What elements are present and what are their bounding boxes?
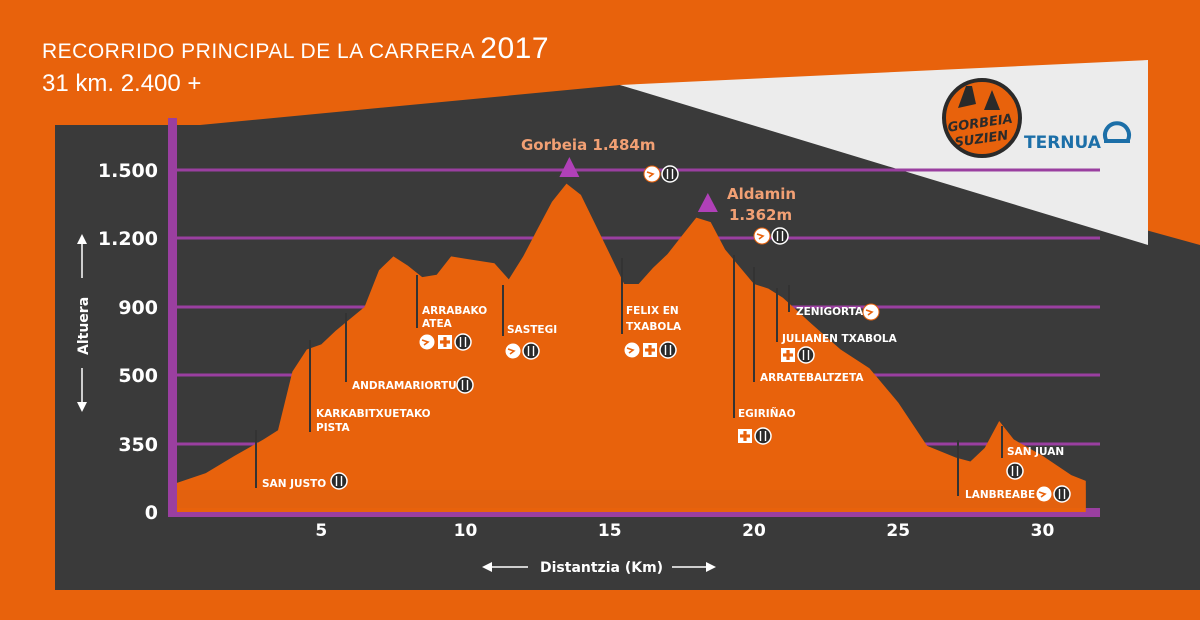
waypoint: FELIX EN TXABOLA — [621, 258, 682, 359]
first-aid-icon — [781, 348, 795, 362]
arrow-down-head-icon — [77, 402, 87, 412]
fork-knife-icon — [1053, 485, 1071, 503]
waypoint-label: SAN JUAN — [1007, 446, 1064, 458]
waypoint-label: EGIRIÑAO — [738, 407, 796, 420]
clock-icon — [1035, 485, 1053, 503]
y-tick-label: 0 — [145, 502, 158, 524]
y-axis-line — [168, 118, 177, 516]
waypoint: KARKABITXUETAKO PISTA — [309, 340, 431, 434]
waypoint-label: LANBREABE — [965, 489, 1035, 501]
fork-knife-icon — [454, 333, 472, 351]
x-tick-label: 25 — [886, 521, 910, 541]
tower-icon — [984, 90, 1000, 110]
waypoint: ANDRAMARIORTU — [345, 313, 474, 394]
y-tick-labels: 0 350 500 900 1.200 1.500 — [98, 160, 158, 524]
waypoint: LANBREABE — [957, 440, 1071, 503]
x-axis-title: Distantzia (Km) — [540, 560, 663, 576]
peak-label-line2: 1.362m — [729, 206, 792, 224]
fork-knife-icon — [456, 376, 474, 394]
peak-label: Gorbeia 1.484m — [521, 136, 656, 154]
fork-knife-icon — [797, 346, 815, 364]
peaks: Gorbeia 1.484m Aldamin 1.362m — [521, 136, 796, 245]
waypoint-label: ARRATEBALTZETA — [760, 372, 864, 384]
clock-icon — [504, 342, 522, 360]
waypoint-label: ANDRAMARIORTU — [352, 380, 457, 392]
clock-icon — [753, 227, 771, 245]
fork-knife-icon — [771, 227, 789, 245]
fork-knife-icon — [1006, 462, 1024, 480]
fork-knife-icon — [661, 165, 679, 183]
x-axis-title-group: Distantzia (Km) — [482, 560, 716, 576]
waypoint-label: ZENIGORTA — [796, 306, 864, 318]
waypoint: EGIRIÑAO — [733, 255, 796, 445]
race-logo-line2: SUZIEN — [954, 128, 1010, 150]
waypoint-label-2: ATEA — [422, 318, 453, 330]
waypoint: SAN JUAN — [1001, 426, 1064, 480]
peak-label-line1: Aldamin — [727, 185, 796, 203]
arrow-left-head-icon — [482, 562, 492, 572]
x-tick-label: 15 — [598, 521, 622, 541]
waypoint-label: SASTEGI — [507, 324, 557, 336]
page-subtitle: 31 km. 2.400 + — [42, 70, 202, 97]
y-tick-label: 350 — [118, 434, 158, 456]
waypoint-label-2: PISTA — [316, 422, 351, 434]
waypoint: SASTEGI — [502, 285, 557, 360]
x-tick-label: 10 — [454, 521, 478, 541]
x-tick-label: 20 — [742, 521, 766, 541]
waypoint-label: ARRABAKO — [422, 305, 487, 317]
waypoint-label: KARKABITXUETAKO — [316, 408, 431, 420]
clock-icon — [643, 165, 661, 183]
waypoint-label: SAN JUSTO — [262, 478, 326, 490]
peak-marker-icon — [697, 193, 718, 212]
first-aid-icon — [438, 335, 452, 349]
waypoint: JULIANEN TXABOLA — [776, 288, 898, 364]
y-tick-label: 1.500 — [98, 160, 158, 182]
sponsor-logo: TERNUA — [1024, 121, 1131, 153]
fork-knife-icon — [330, 472, 348, 490]
first-aid-icon — [738, 429, 752, 443]
y-tick-label: 500 — [118, 365, 158, 387]
peak-gorbeia: Gorbeia 1.484m — [521, 136, 679, 183]
waypoint: SAN JUSTO — [255, 430, 348, 490]
waypoint: ARRATEBALTZETA — [753, 267, 864, 384]
arrow-up-head-icon — [77, 234, 87, 244]
page-title: RECORRIDO PRINCIPAL DE LA CARRERA 2017 — [42, 32, 549, 66]
x-tick-labels: 5 10 15 20 25 30 — [315, 521, 1054, 541]
arrow-right-head-icon — [706, 562, 716, 572]
x-tick-label: 5 — [315, 521, 327, 541]
first-aid-icon — [643, 343, 657, 357]
title-text: RECORRIDO PRINCIPAL DE LA CARRERA — [42, 40, 474, 63]
profile-base — [177, 490, 1086, 508]
fork-knife-icon — [522, 342, 540, 360]
y-tick-label: 900 — [118, 297, 158, 319]
sponsor-emblem-icon — [1103, 121, 1131, 141]
y-axis-title-group: Altuera — [76, 234, 92, 412]
y-axis-title: Altuera — [76, 297, 92, 355]
x-tick-label: 30 — [1031, 521, 1055, 541]
race-logo: GORBEIA SUZIEN — [942, 78, 1022, 158]
fork-knife-icon — [754, 427, 772, 445]
y-tick-label: 1.200 — [98, 228, 158, 250]
sponsor-name: TERNUA — [1024, 133, 1102, 153]
clock-icon — [862, 303, 880, 321]
x-axis-line — [168, 508, 1100, 517]
peak-marker-icon — [559, 157, 580, 177]
clock-icon — [623, 341, 641, 359]
waypoint-label: JULIANEN TXABOLA — [781, 333, 898, 345]
runner-icon — [958, 86, 976, 108]
peak-aldamin: Aldamin 1.362m — [697, 185, 796, 245]
clock-icon — [418, 333, 436, 351]
title-year: 2017 — [480, 32, 550, 65]
waypoint-label: FELIX EN — [626, 305, 679, 317]
waypoints: SAN JUSTO KARKABITXUETAKO PISTA ANDRAMARIOR… — [255, 255, 1071, 503]
waypoint-label-2: TXABOLA — [626, 321, 682, 333]
waypoint: ZENIGORTA — [788, 285, 880, 321]
fork-knife-icon — [659, 341, 677, 359]
